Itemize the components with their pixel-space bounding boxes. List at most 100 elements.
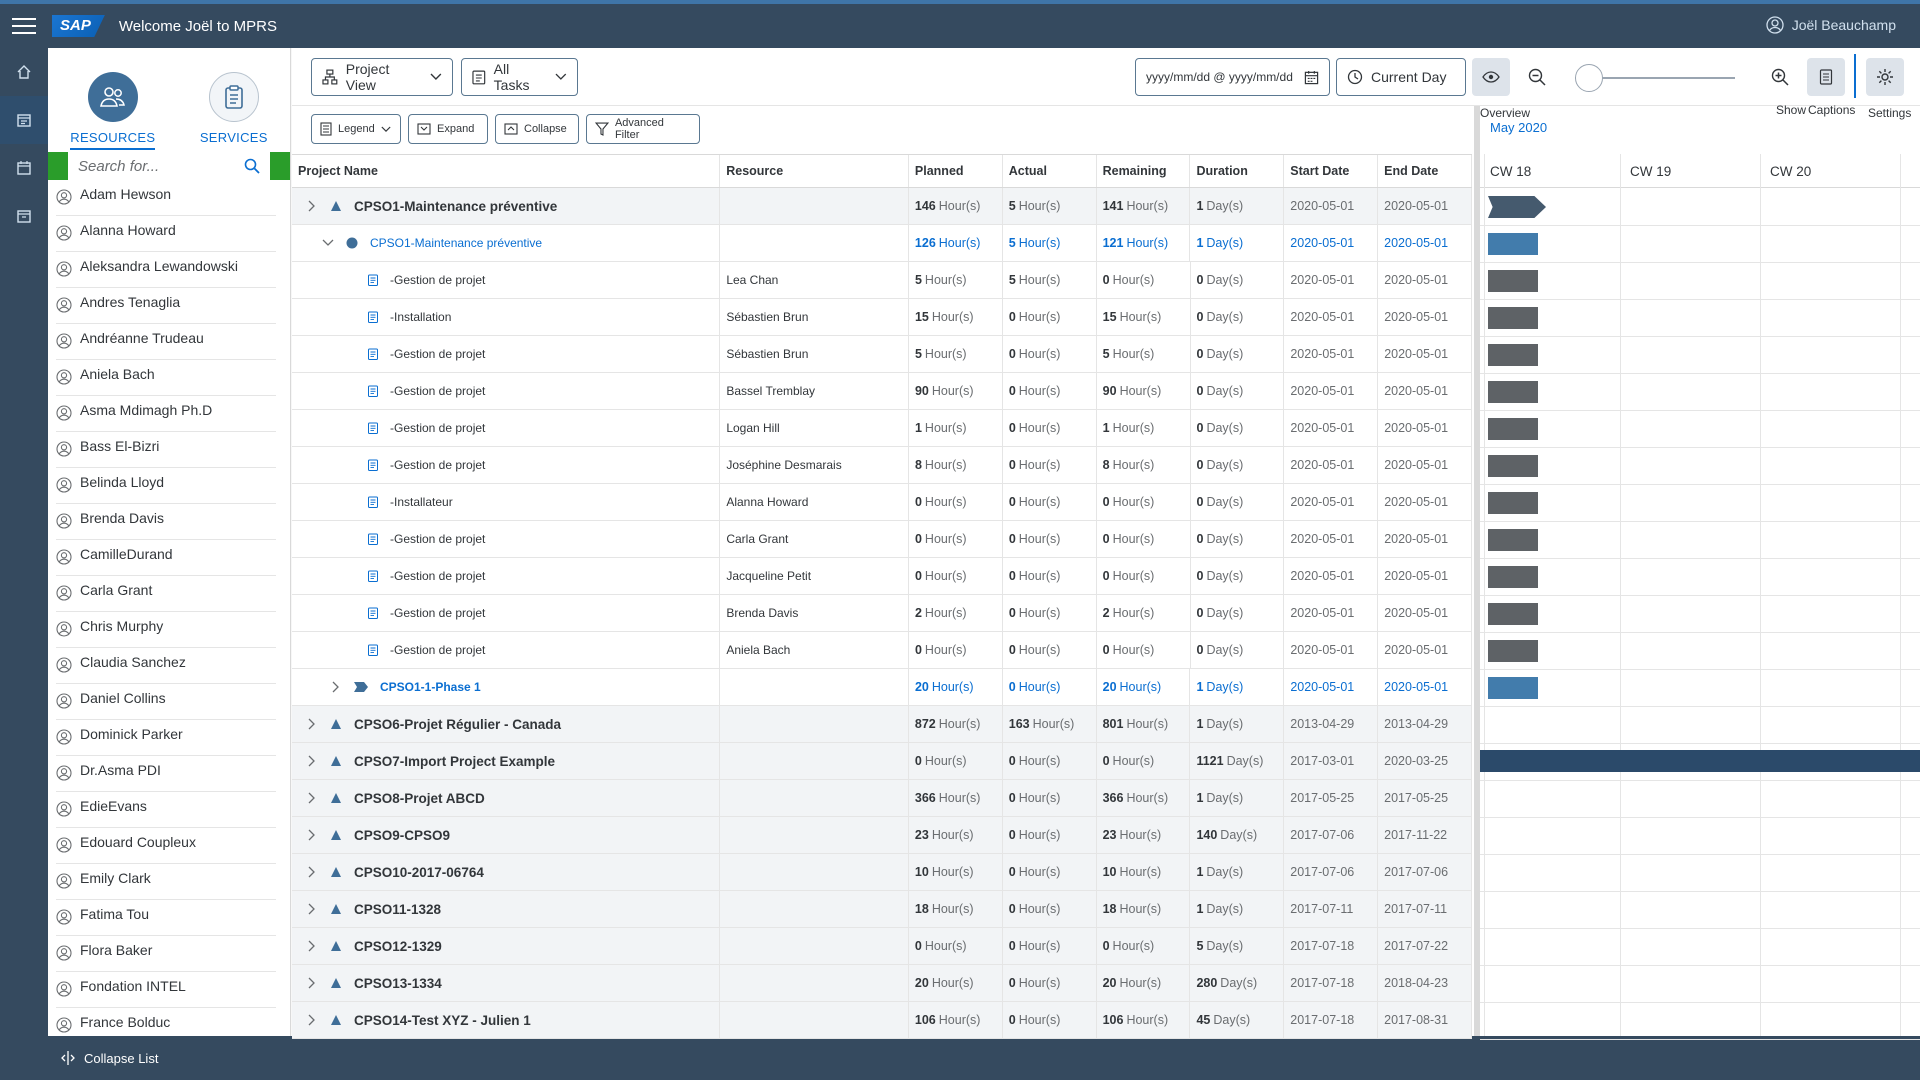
chevron-right-icon[interactable] [304,200,320,212]
chevron-down-icon[interactable] [320,239,336,247]
chevron-right-icon[interactable] [304,829,320,841]
table-row[interactable]: -Gestion de projet Brenda Davis 2 Hour(s) 0 H… [292,595,1473,632]
gantt-task-bar[interactable] [1488,566,1538,588]
gantt-task-bar[interactable] [1488,418,1538,440]
nav-calendar[interactable] [0,144,48,192]
gantt-task-bar[interactable] [1488,640,1538,662]
resource-item[interactable]: Carla Grant [56,576,276,612]
resource-item[interactable]: Andres Tenaglia [56,288,276,324]
col-duration[interactable]: Duration [1190,155,1285,187]
resource-item[interactable]: Bass El-Bizri [56,432,276,468]
col-resource[interactable]: Resource [720,155,909,187]
resource-item[interactable]: Edouard Coupleux [56,828,276,864]
gantt-task-bar[interactable] [1488,529,1538,551]
resource-item[interactable]: CamilleDurand [56,540,276,576]
resource-item[interactable]: Fatima Tou [56,900,276,936]
table-row[interactable]: CPSO7-Import Project Example 0 Hour(s) 0 Hou… [292,743,1472,780]
resource-item[interactable]: Daniel Collins [56,684,276,720]
zoom-slider-handle[interactable] [1575,64,1603,92]
table-row[interactable]: -Gestion de projet Sébastien Brun 5 Hour(s)… [292,336,1473,373]
table-row[interactable]: -Gestion de projet Carla Grant 0 Hour(s) 0 Ho… [292,521,1473,558]
table-row[interactable]: CPSO10-2017-06764 10 Hour(s) 0 Hour(s) 10 Hour… [292,854,1472,891]
gantt-task-bar[interactable] [1488,603,1538,625]
chevron-right-icon[interactable] [304,903,320,915]
resource-item[interactable]: Aniela Bach [56,360,276,396]
gantt-summary-bar[interactable] [1488,196,1546,218]
advanced-filter-button[interactable]: Advanced Filter [586,114,700,144]
calendar-icon[interactable] [1304,70,1319,85]
table-row[interactable]: CPSO9-CPSO9 23 Hour(s) 0 Hour(s) 23 Hour(s) 140… [292,817,1472,854]
user-menu[interactable]: Joël Beauchamp [1766,16,1896,34]
chevron-right-icon[interactable] [304,1014,320,1026]
gantt-task-bar[interactable] [1488,307,1538,329]
col-remaining[interactable]: Remaining [1097,155,1191,187]
legend-select[interactable]: Legend [311,114,401,144]
nav-planning[interactable] [0,96,48,144]
table-row[interactable]: CPSO8-Projet ABCD 366 Hour(s) 0 Hour(s) 366 Ho… [292,780,1472,817]
gantt-bar[interactable] [1488,677,1538,699]
table-row[interactable]: -Gestion de projet Lea Chan 5 Hour(s) 5 Hour(… [292,262,1473,299]
resource-item[interactable]: Claudia Sanchez [56,648,276,684]
col-end-date[interactable]: End Date [1378,155,1472,187]
nav-schedule[interactable] [0,192,48,240]
menu-icon[interactable] [0,4,48,48]
chevron-right-icon[interactable] [304,866,320,878]
zoom-out-button[interactable] [1518,58,1556,96]
col-start-date[interactable]: Start Date [1284,155,1379,187]
sap-logo[interactable]: SAP [52,15,105,37]
resource-item[interactable]: Asma Mdimagh Ph.D [56,396,276,432]
collapse-button[interactable]: Collapse [495,114,579,144]
resource-item[interactable]: Adam Hewson [56,180,276,216]
table-row[interactable]: CPSO12-1329 0 Hour(s) 0 Hour(s) 0 Hour(s) 5 Day(… [292,928,1472,965]
table-row[interactable]: CPSO1-1-Phase 1 20 Hour(s) 0 Hour(s) 20 Hour(s… [292,669,1472,706]
table-row[interactable]: -Installateur Alanna Howard 0 Hour(s) 0 Hour(… [292,484,1473,521]
collapse-list-button[interactable]: Collapse List [48,1036,1920,1080]
date-range-input[interactable]: yyyy/mm/dd @ yyyy/mm/dd [1135,58,1330,96]
chevron-right-icon[interactable] [304,940,320,952]
tab-services[interactable]: SERVICES [200,72,268,152]
gantt-task-bar[interactable] [1488,381,1538,403]
chevron-right-icon[interactable] [304,755,320,767]
tab-resources[interactable]: RESOURCES [70,72,156,152]
resource-item[interactable]: Alanna Howard [56,216,276,252]
gantt-task-bar[interactable] [1488,270,1538,292]
overview-toggle[interactable] [1472,58,1510,96]
table-row[interactable]: CPSO13-1334 20 Hour(s) 0 Hour(s) 20 Hour(s) 280… [292,965,1472,1002]
all-tasks-select[interactable]: All Tasks [461,58,578,96]
table-row[interactable]: -Gestion de projet Joséphine Desmarais 8 Ho… [292,447,1473,484]
resource-item[interactable]: Dr.Asma PDI [56,756,276,792]
chevron-right-icon[interactable] [304,792,320,804]
captions-toggle[interactable] [1807,58,1845,96]
table-row[interactable]: -Gestion de projet Logan Hill 1 Hour(s) 0 Hou… [292,410,1473,447]
expand-button[interactable]: Expand [408,114,488,144]
table-row[interactable]: CPSO1-Maintenance préventive 146 Hour(s) 5 H… [292,188,1472,225]
resource-item[interactable]: Emily Clark [56,864,276,900]
search-icon[interactable] [244,158,260,177]
col-planned[interactable]: Planned [909,155,1003,187]
nav-home[interactable] [0,48,48,96]
resource-item[interactable]: Dominick Parker [56,720,276,756]
table-row[interactable]: -Gestion de projet Aniela Bach 0 Hour(s) 0 Ho… [292,632,1473,669]
table-row[interactable]: -Gestion de projet Bassel Tremblay 90 Hour(… [292,373,1473,410]
resource-item[interactable]: Flora Baker [56,936,276,972]
gantt-long-bar[interactable] [1480,750,1920,772]
settings-button[interactable] [1866,58,1904,96]
zoom-slider[interactable] [1575,64,1735,92]
table-row[interactable]: CPSO1-Maintenance préventive 126 Hour(s) 5 H… [292,225,1472,262]
col-project-name[interactable]: Project Name [292,155,721,187]
gantt-task-bar[interactable] [1488,492,1538,514]
table-row[interactable]: -Installation Sébastien Brun 15 Hour(s) 0 Hou… [292,299,1473,336]
zoom-in-button[interactable] [1761,58,1799,96]
resource-item[interactable]: EdieEvans [56,792,276,828]
chevron-right-icon[interactable] [328,681,344,693]
chevron-right-icon[interactable] [304,977,320,989]
gantt-task-bar[interactable] [1488,344,1538,366]
current-day-button[interactable]: Current Day [1336,58,1466,96]
resource-item[interactable]: Chris Murphy [56,612,276,648]
table-row[interactable]: CPSO11-1328 18 Hour(s) 0 Hour(s) 18 Hour(s) 1 Da… [292,891,1472,928]
table-row[interactable]: CPSO6-Projet Régulier - Canada 872 Hour(s)… [292,706,1472,743]
resource-item[interactable]: Andréanne Trudeau [56,324,276,360]
project-view-select[interactable]: Project View [311,58,453,96]
resource-item[interactable]: Aleksandra Lewandowski [56,252,276,288]
resource-item[interactable]: Fondation INTEL [56,972,276,1008]
